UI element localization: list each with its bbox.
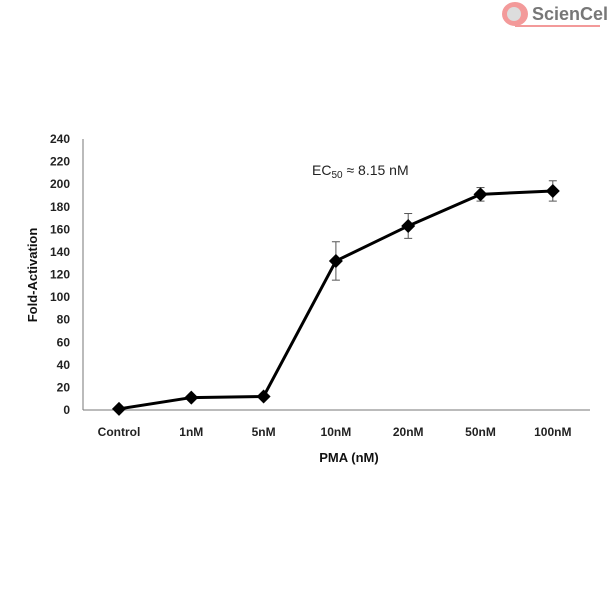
series-line	[118, 189, 553, 411]
data-point-marker	[401, 218, 416, 233]
data-point-marker	[473, 187, 488, 202]
data-point-marker	[545, 183, 560, 198]
y-tick-label: 160	[50, 222, 70, 236]
y-tick-label: 140	[50, 245, 70, 259]
x-tick-label: 1nM	[179, 425, 203, 439]
data-point-marker	[112, 401, 126, 416]
logo-underline	[515, 25, 600, 27]
x-tick-label: 100nM	[534, 425, 571, 439]
data-point-marker	[328, 253, 343, 268]
y-tick-label: 220	[50, 155, 70, 169]
y-tick-label: 240	[50, 132, 70, 146]
logo-text: ScienCell	[532, 4, 608, 24]
x-tick-label: 50nM	[465, 425, 496, 439]
y-tick-label: 120	[50, 268, 70, 282]
x-tick-label: 5nM	[252, 425, 276, 439]
ec50-annotation: EC50 ≈ 8.15 nM	[312, 162, 409, 181]
y-tick-label: 200	[50, 177, 70, 191]
y-axis-label: Fold-Activation	[25, 228, 40, 323]
sciencell-logo: ScienCell	[502, 2, 608, 27]
x-tick-label: Control	[98, 425, 141, 439]
y-tick-label: 180	[50, 200, 70, 214]
data-point-marker	[184, 390, 199, 405]
y-tick-label: 60	[57, 335, 71, 349]
x-tick-label: 10nM	[321, 425, 352, 439]
y-tick-label: 20	[57, 380, 71, 394]
y-tick-label: 80	[57, 313, 71, 327]
x-axis-label: PMA (nM)	[319, 450, 378, 465]
y-tick-label: 0	[63, 403, 70, 417]
x-tick-label: 20nM	[393, 425, 424, 439]
y-tick-label: 40	[57, 358, 71, 372]
y-tick-label: 100	[50, 290, 70, 304]
data-point-marker	[256, 389, 271, 404]
logo-cell	[507, 7, 521, 21]
